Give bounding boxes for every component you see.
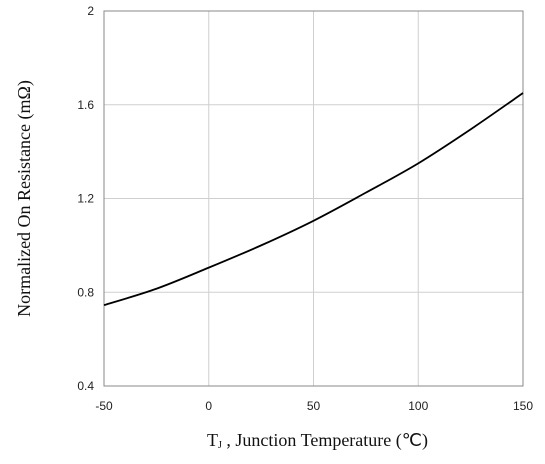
plot-frame [103,10,524,387]
y-tick-label: 1.2 [77,192,94,206]
x-axis-label: TJ , Junction Temperature (℃) [207,430,428,451]
y-tick-label: 0.4 [77,379,94,393]
y-tick-label: 2 [87,4,94,18]
x-axis-label-main: T [207,430,218,450]
grid-layer [103,10,524,387]
x-axis-label-sub: J [218,440,222,451]
x-tick-label: 150 [513,399,533,413]
y-tick-label: 1.6 [77,98,94,112]
series-layer [103,92,524,306]
tick-layer: -50 0 50 100 150 0.4 0.8 1.2 1.6 2 [77,4,533,413]
x-tick-label: 100 [408,399,428,413]
series-line [103,92,524,306]
x-axis-label-rest: , Junction Temperature (℃) [222,430,428,451]
y-axis-label: Normalized On Resistance (mΩ) [14,80,35,317]
y-tick-label: 0.8 [77,285,94,299]
x-tick-label: 0 [205,399,212,413]
x-tick-label: -50 [95,399,113,413]
x-tick-label: 50 [307,399,321,413]
